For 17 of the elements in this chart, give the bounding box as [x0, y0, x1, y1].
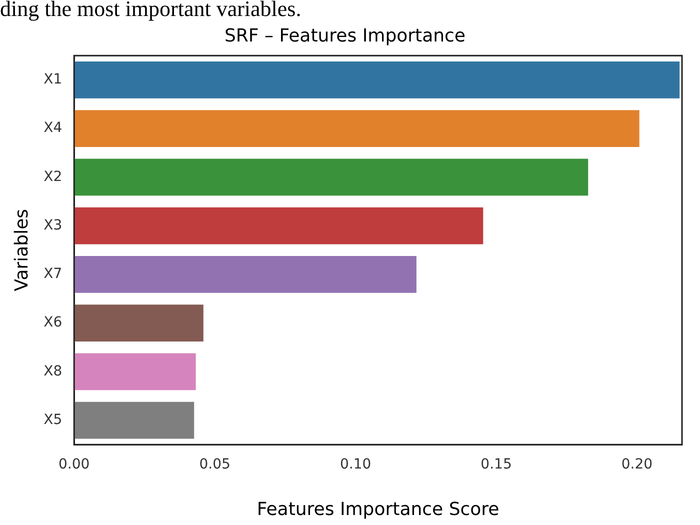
y-tick-label: X4: [44, 120, 62, 136]
x-tick-label: 0.00: [58, 456, 90, 473]
chart-title: SRF – Features Importance: [224, 25, 466, 46]
y-tick-label: X2: [44, 168, 62, 185]
x-tick-label: 0.20: [621, 456, 653, 473]
x-tick-label: 0.10: [340, 456, 372, 473]
x-axis-title: Features Importance Score: [256, 498, 500, 520]
y-tick-label: X1: [44, 72, 62, 88]
x-tick-label: 0.15: [480, 456, 512, 473]
y-tick-label: X3: [44, 217, 62, 234]
y-tick-label: X8: [44, 363, 62, 380]
y-tick-label: X6: [44, 314, 62, 331]
y-tick-label: X7: [44, 266, 62, 282]
x-tick-label: 0.05: [199, 456, 230, 473]
text: ding the most important variables.: [0, 0, 302, 22]
y-axis-title: Variables: [11, 208, 32, 292]
y-tick-label: X5: [44, 412, 62, 428]
